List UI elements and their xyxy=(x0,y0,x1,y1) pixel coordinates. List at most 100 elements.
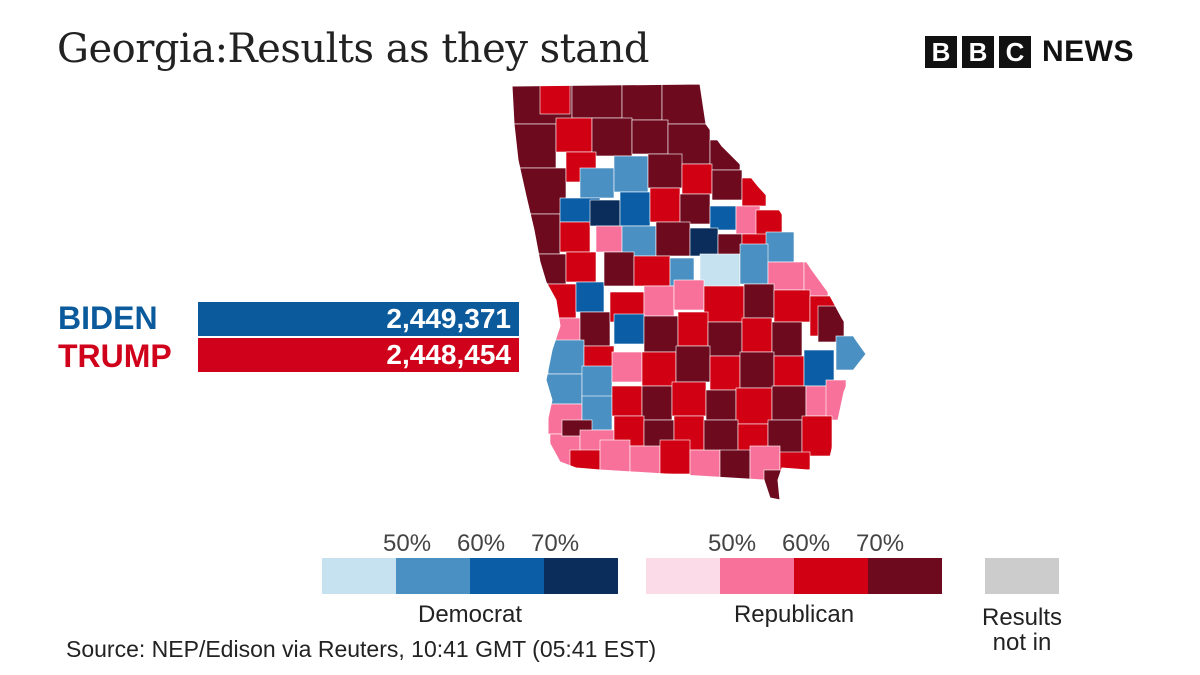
state-outline xyxy=(511,83,867,501)
county-shape xyxy=(673,279,705,311)
county-shape xyxy=(741,317,773,353)
county-shape xyxy=(707,321,743,357)
dem-swatch-2 xyxy=(396,558,470,594)
county-shape xyxy=(689,449,721,481)
county-shape xyxy=(581,365,613,401)
county-shape xyxy=(779,451,811,483)
county-shape xyxy=(671,381,707,417)
county-shape xyxy=(659,439,691,475)
biden-vote-count: 2,449,371 xyxy=(386,303,511,334)
county-shape xyxy=(519,213,561,255)
county-shape xyxy=(773,289,811,323)
county-shape xyxy=(569,449,601,481)
county-shape xyxy=(681,163,713,195)
rep-tick-70: 70% xyxy=(856,530,905,557)
county-shape xyxy=(773,355,805,387)
county-shape xyxy=(641,351,677,387)
county-shape xyxy=(571,84,623,119)
dem-legend-label: Democrat xyxy=(417,601,523,628)
county-shape xyxy=(539,84,571,115)
bbc-logo-block-2: B xyxy=(962,36,994,68)
county-shape xyxy=(739,243,769,285)
dem-tick-70: 70% xyxy=(531,530,580,557)
county-shape xyxy=(711,169,743,201)
county-shape xyxy=(743,283,775,319)
trump-vote-count: 2,448,454 xyxy=(386,339,511,370)
trump-vote-bar: 2,448,454 xyxy=(198,338,519,372)
rep-swatch-2 xyxy=(720,558,794,594)
county-shape xyxy=(529,253,567,285)
county-shape xyxy=(631,119,669,155)
source-note: Source: NEP/Edison via Reuters, 10:41 GM… xyxy=(66,636,657,662)
county-shape xyxy=(647,153,683,189)
no-results-label-line1: Results xyxy=(981,604,1063,631)
rep-swatch-3 xyxy=(794,558,868,594)
county-shape xyxy=(771,385,807,421)
county-shape xyxy=(705,389,737,421)
county-shape xyxy=(765,231,795,263)
county-shape xyxy=(621,84,663,121)
trump-label: TRUMP xyxy=(58,338,172,374)
county-shape xyxy=(603,251,635,287)
county-layer xyxy=(512,84,866,500)
county-shape xyxy=(677,311,709,347)
county-shape xyxy=(575,281,605,313)
dem-swatch-1 xyxy=(322,558,396,594)
page-title: Georgia:Results as they stand xyxy=(57,26,649,72)
rep-swatch-4 xyxy=(868,558,942,594)
county-shape xyxy=(619,191,651,227)
no-results-label-line2: not in xyxy=(992,629,1052,656)
bbc-news-wordmark: NEWS xyxy=(1042,35,1134,68)
no-results-label: Results not in xyxy=(972,605,1072,655)
county-shape xyxy=(709,355,741,391)
county-shape xyxy=(643,285,675,317)
county-shape xyxy=(835,335,866,371)
county-shape xyxy=(565,251,597,283)
county-shape xyxy=(703,419,739,455)
county-shape xyxy=(633,255,671,287)
county-shape xyxy=(599,439,631,475)
county-shape xyxy=(621,225,657,257)
county-shape xyxy=(611,351,643,383)
county-shape xyxy=(613,155,649,193)
biden-vote-bar: 2,449,371 xyxy=(198,302,519,336)
county-shape xyxy=(801,415,833,457)
rep-swatch-1 xyxy=(646,558,720,594)
county-shape xyxy=(689,227,719,257)
county-shape xyxy=(641,385,673,421)
county-shape xyxy=(579,311,611,347)
county-shape xyxy=(591,117,633,157)
rep-legend-label: Republican xyxy=(733,601,855,628)
county-shape xyxy=(661,84,707,125)
bbc-news-logo[interactable]: B B C NEWS xyxy=(925,35,1134,69)
county-shape xyxy=(703,285,745,323)
dem-swatch-3 xyxy=(470,558,544,594)
county-shape xyxy=(655,221,691,257)
county-shape xyxy=(709,139,741,171)
county-shape xyxy=(629,445,661,477)
county-shape xyxy=(771,321,803,357)
county-shape xyxy=(825,379,847,421)
county-shape xyxy=(589,199,621,227)
dem-swatch-4 xyxy=(544,558,618,594)
county-shape xyxy=(555,117,593,153)
rep-tick-50: 50% xyxy=(708,530,757,557)
county-shape xyxy=(579,167,615,199)
bbc-logo-block-3: C xyxy=(999,36,1031,68)
county-shape xyxy=(709,205,737,231)
dem-tick-50: 50% xyxy=(383,530,432,557)
biden-label: BIDEN xyxy=(58,300,158,336)
county-shape xyxy=(559,221,591,253)
rep-tick-60: 60% xyxy=(782,530,831,557)
county-shape xyxy=(512,123,557,169)
county-shape xyxy=(643,315,679,353)
county-shape xyxy=(611,385,643,417)
county-shape xyxy=(675,345,711,383)
county-shape xyxy=(679,193,711,225)
county-shape xyxy=(735,387,773,425)
bbc-logo-block-1: B xyxy=(925,36,957,68)
county-shape xyxy=(515,167,567,215)
dem-tick-60: 60% xyxy=(457,530,506,557)
county-shape xyxy=(699,253,741,289)
